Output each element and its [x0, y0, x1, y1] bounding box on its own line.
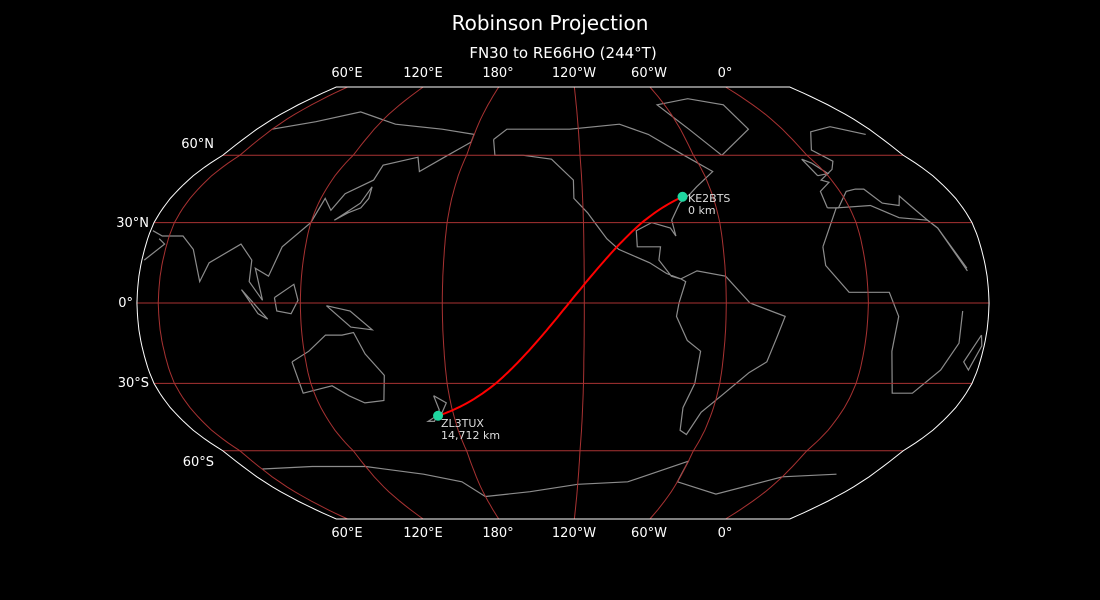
lon-label-top: 120°E: [403, 66, 443, 81]
coastline: [241, 289, 269, 320]
coastline: [262, 460, 837, 498]
meridian-line: [441, 86, 500, 520]
map-outline: [136, 86, 990, 520]
graticule: [136, 86, 990, 520]
lat-label: 0°: [118, 296, 133, 311]
coastlines: [143, 98, 983, 498]
map-subtitle: FN30 to RE66HO (244°T): [469, 44, 656, 62]
meridian-line: [725, 86, 869, 520]
lat-label: 30°S: [118, 376, 149, 391]
lon-label-bottom: 60°E: [331, 526, 362, 541]
station-marker-zl3tux[interactable]: [433, 410, 444, 421]
meridian-line: [573, 86, 585, 520]
lon-label-top: 120°W: [552, 66, 596, 81]
lon-label-top: 60°W: [631, 66, 667, 81]
station-call-label: ZL3TUX: [441, 417, 484, 430]
coastline: [801, 158, 830, 177]
map-title: Robinson Projection: [452, 11, 649, 35]
lon-label-bottom: 60°W: [631, 526, 667, 541]
meridian-line: [157, 86, 348, 520]
coastline: [493, 123, 714, 280]
coastline: [143, 111, 968, 301]
station-call-label: KE2BTS: [688, 192, 730, 205]
lon-label-bottom: 180°: [482, 526, 513, 541]
coastline: [822, 204, 968, 394]
great-circle-path: [437, 195, 683, 417]
station-distance-label: 0 km: [688, 204, 716, 217]
meridian-line: [649, 86, 727, 520]
lon-label-top: 0°: [718, 66, 733, 81]
coastline: [326, 305, 375, 331]
lon-label-bottom: 120°E: [403, 526, 443, 541]
lon-label-bottom: 120°W: [552, 526, 596, 541]
coastline: [333, 186, 373, 221]
lon-label-bottom: 0°: [718, 526, 733, 541]
lat-label: 30°N: [116, 216, 149, 231]
coastline: [962, 334, 983, 372]
lon-label-top: 60°E: [331, 66, 362, 81]
station-marker-ke2bts[interactable]: [677, 191, 688, 202]
coastline: [291, 331, 385, 404]
coastline: [655, 98, 750, 156]
lat-label: 60°N: [181, 137, 214, 152]
lon-label-top: 180°: [482, 66, 513, 81]
station-distance-label: 14,712 km: [441, 429, 500, 442]
coastline: [675, 270, 786, 436]
meridian-line: [299, 86, 424, 520]
coastline: [273, 283, 299, 315]
lat-label: 60°S: [183, 455, 214, 470]
